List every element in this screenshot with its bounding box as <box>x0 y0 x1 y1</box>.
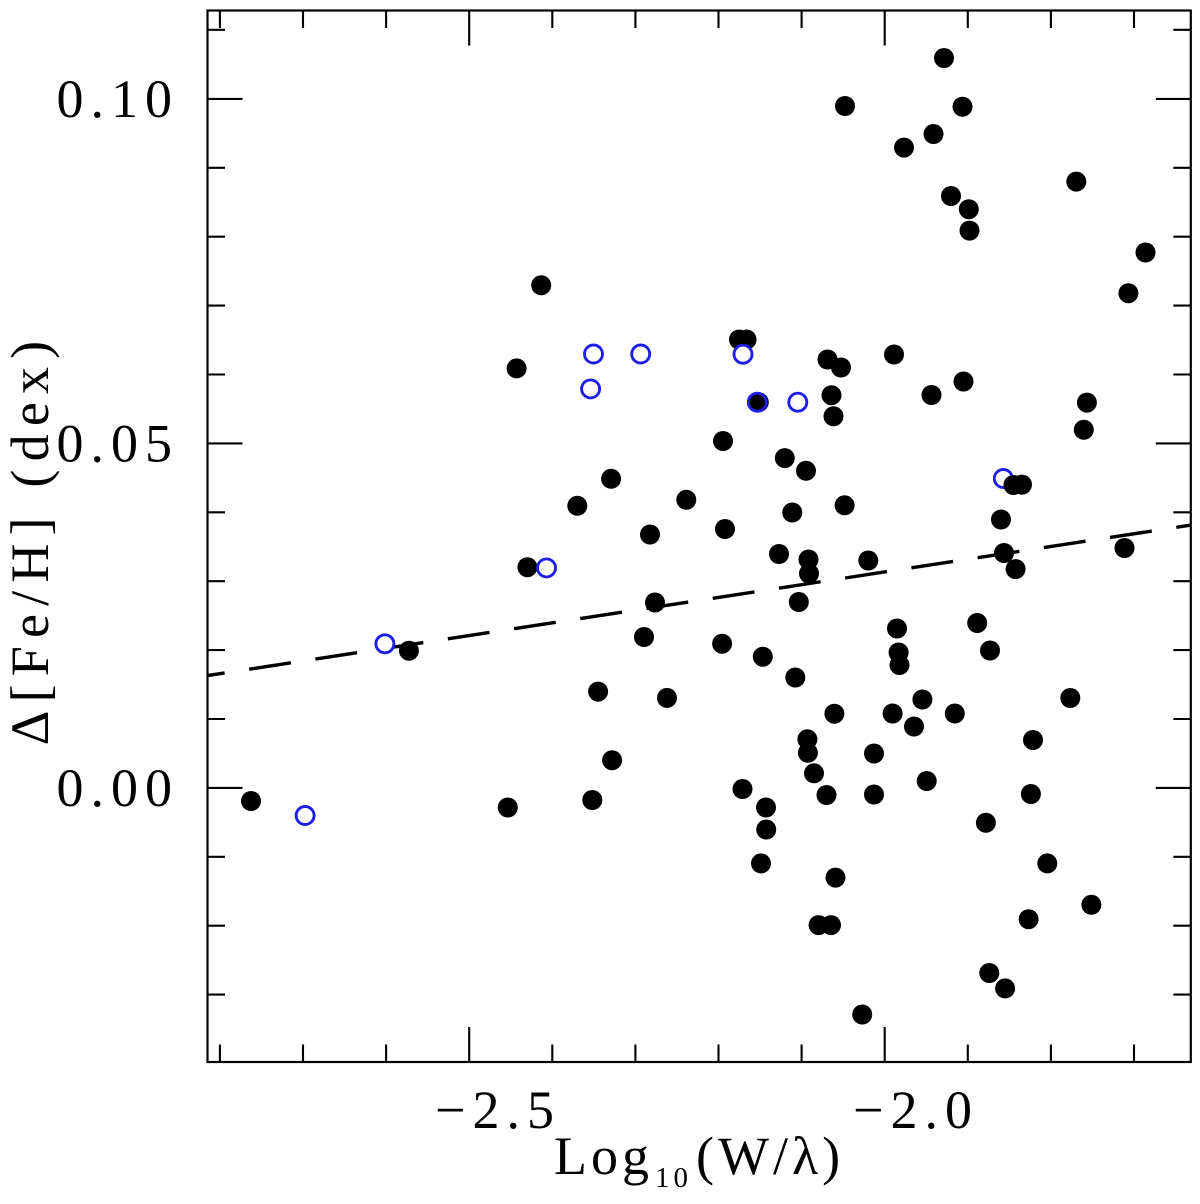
svg-text:Log10(W/λ): Log10(W/λ) <box>554 1126 844 1194</box>
svg-text:0.05: 0.05 <box>57 413 180 473</box>
svg-text:−2.5: −2.5 <box>435 1080 561 1140</box>
svg-text:0.00: 0.00 <box>57 758 180 818</box>
svg-text:0.10: 0.10 <box>57 69 180 129</box>
svg-text:−2.0: −2.0 <box>853 1080 979 1140</box>
svg-text:Δ[Fe/H] (dex): Δ[Fe/H] (dex) <box>0 333 60 746</box>
